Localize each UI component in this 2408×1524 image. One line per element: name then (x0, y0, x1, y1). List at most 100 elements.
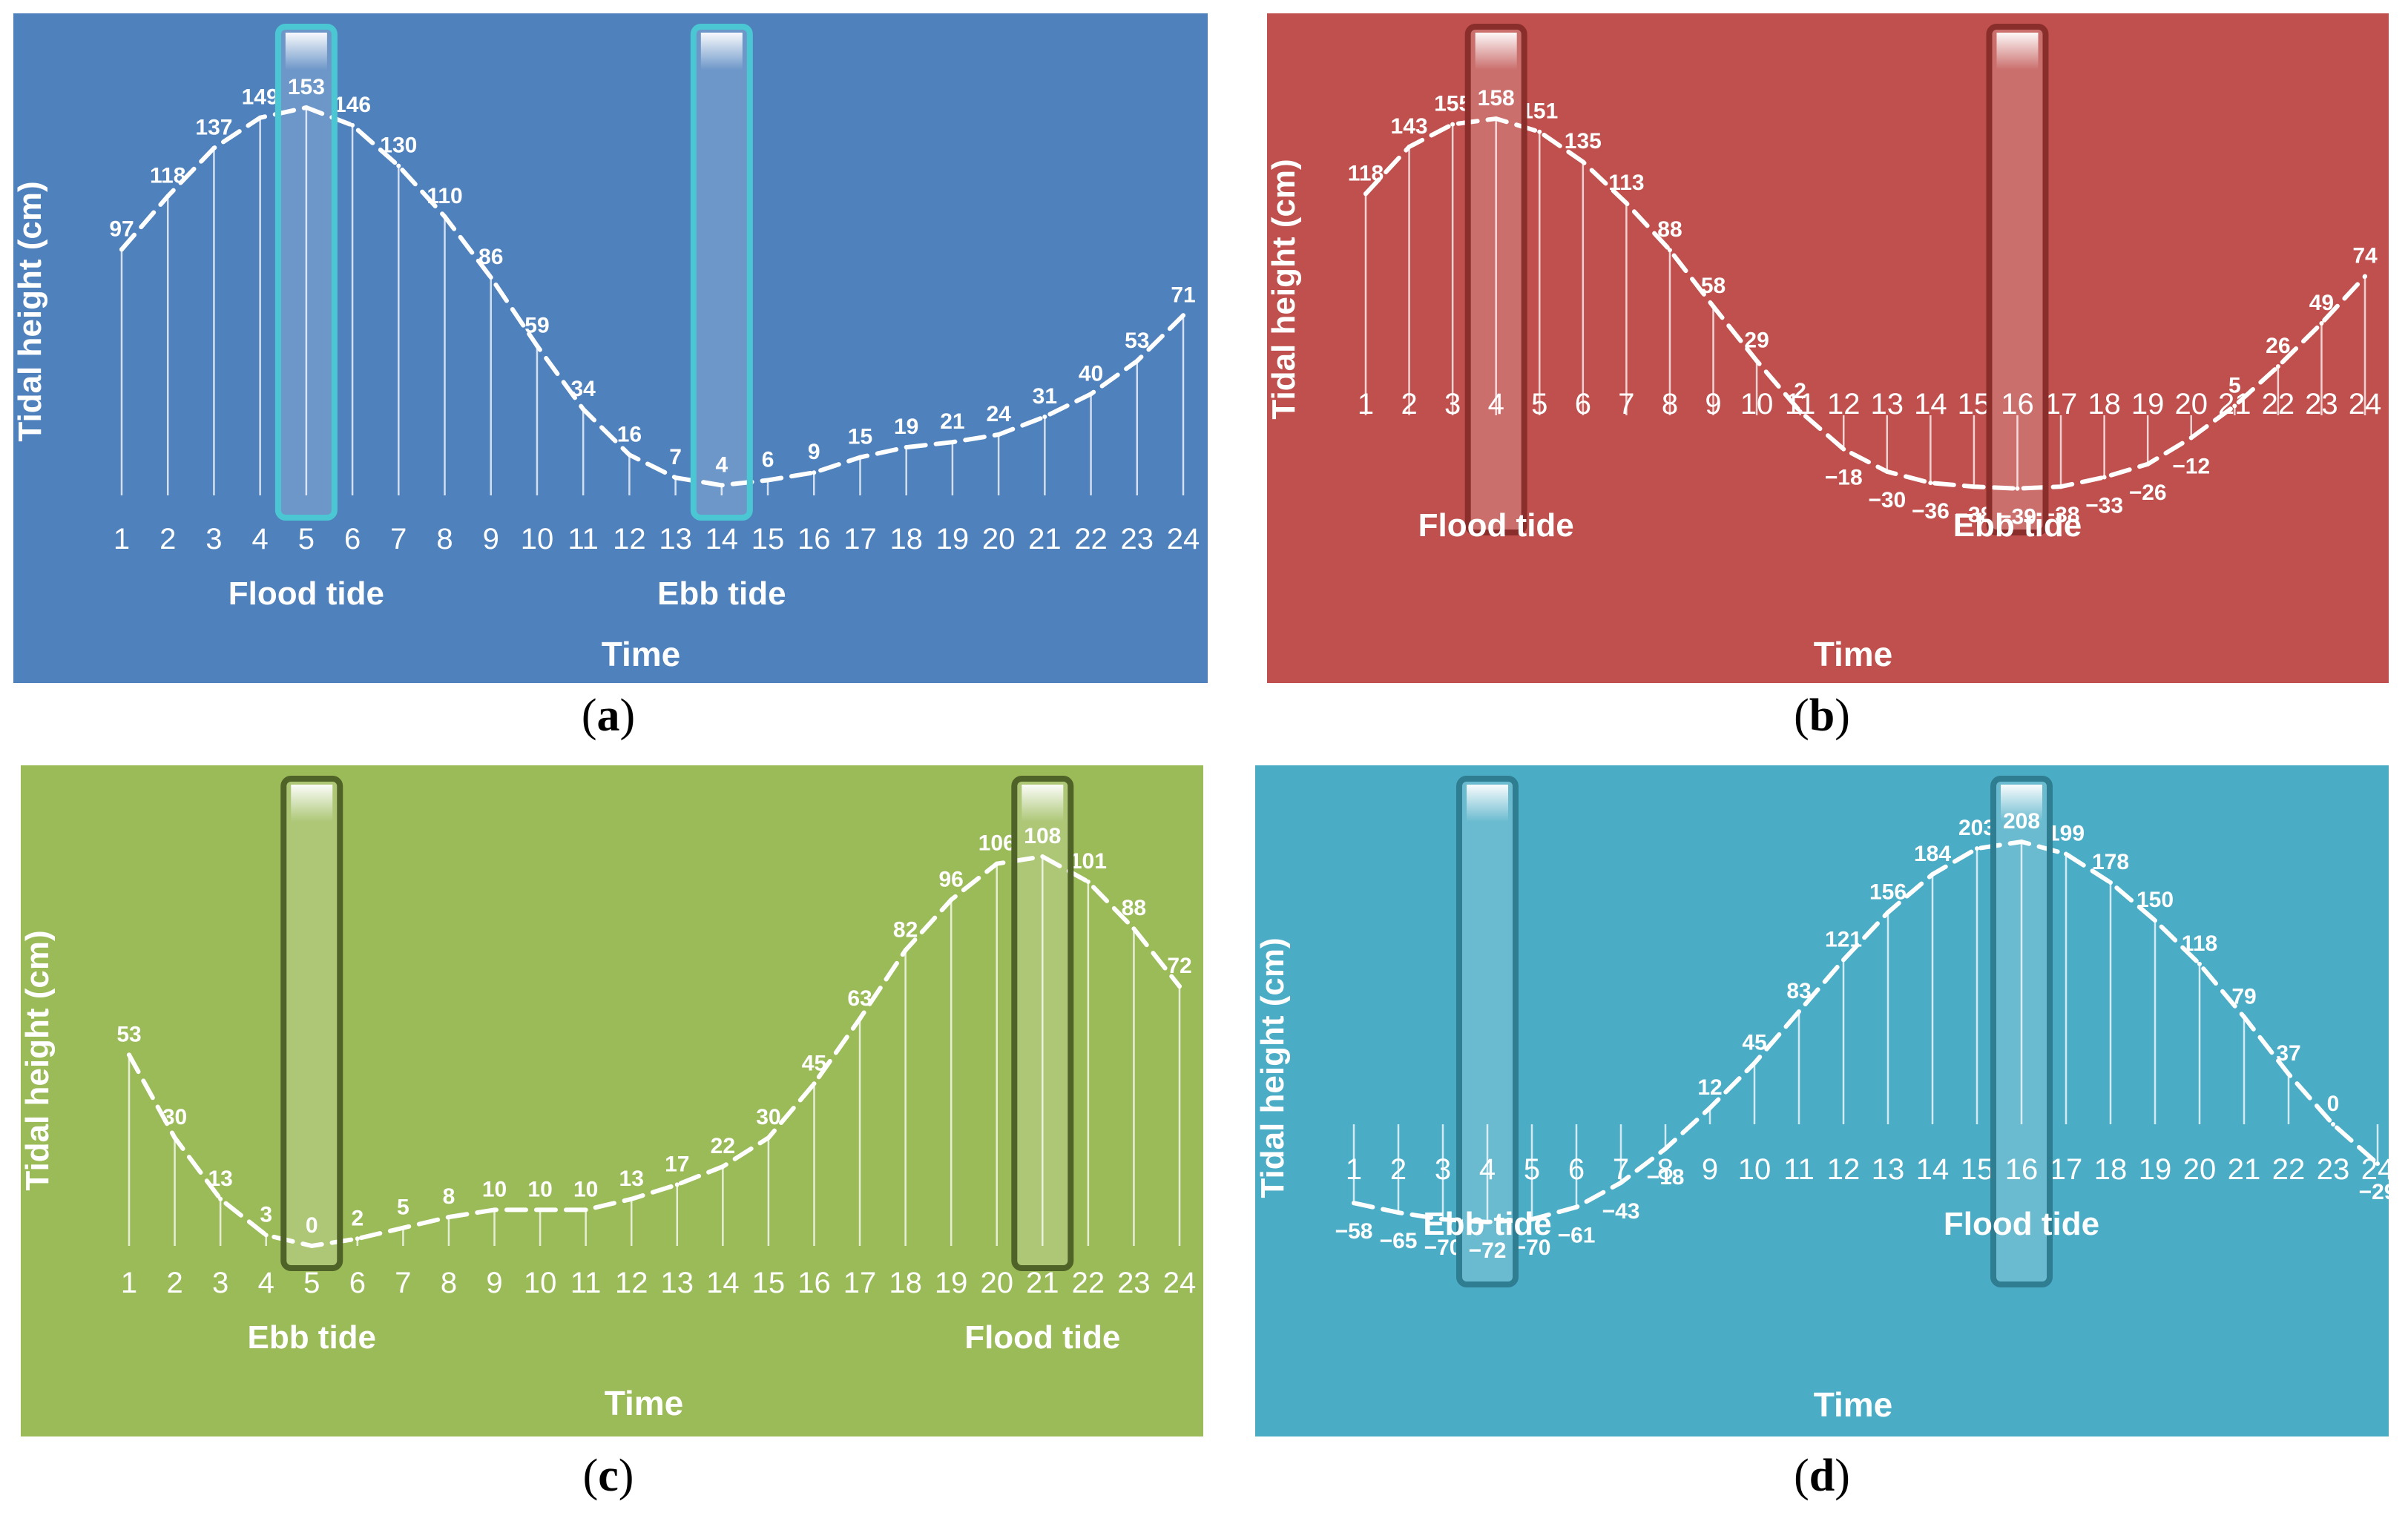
data-label: 72 (1167, 954, 1191, 978)
highlight-bar (280, 776, 343, 1271)
highlight-bar (1464, 24, 1527, 535)
data-point (1708, 1106, 1712, 1111)
x-tick-label: 16 (797, 523, 831, 555)
data-label: 22 (711, 1134, 735, 1158)
x-axis-title: Time (605, 1384, 684, 1422)
data-label: 110 (427, 184, 462, 208)
x-tick-label: 11 (1785, 388, 1816, 420)
data-label: 203 (1958, 816, 1996, 840)
data-label: 15 (848, 425, 872, 449)
data-point (211, 145, 217, 151)
data-label: 150 (2136, 888, 2174, 912)
x-tick-label: 4 (252, 523, 269, 555)
x-tick-label: 3 (1444, 388, 1461, 420)
data-point (1042, 415, 1047, 420)
data-label: 16 (617, 422, 642, 446)
data-point (629, 1196, 634, 1201)
data-point (2019, 839, 2024, 844)
data-point (350, 122, 355, 128)
data-point (1884, 469, 1889, 474)
x-tick-label: 20 (2183, 1153, 2217, 1186)
data-point (534, 343, 539, 349)
data-label: 13 (208, 1167, 232, 1191)
panel-caption: (a) (582, 690, 635, 741)
data-label: 156 (1869, 880, 1907, 904)
x-tick-label: 22 (1072, 1267, 1105, 1299)
data-point (2153, 918, 2157, 923)
x-axis-title: Time (602, 635, 681, 673)
y-axis-title: Tidal height (cm) (12, 181, 48, 441)
panel-d: −58 −65 −70 −72 −70 −61−43−181245831211561842… (1254, 765, 2396, 1436)
x-tick-label: 3 (212, 1267, 228, 1299)
data-point (2059, 484, 2064, 489)
data-point (581, 406, 586, 412)
data-label: 6 (762, 447, 774, 472)
data-label: −58 (1335, 1219, 1373, 1244)
tide-label: Ebb tide (657, 575, 786, 612)
data-label: −12 (2172, 454, 2210, 478)
x-tick-label: 3 (1435, 1153, 1451, 1186)
data-label: 49 (2309, 291, 2334, 315)
data-point (2242, 1015, 2246, 1020)
data-label: 88 (1657, 217, 1682, 242)
data-label: 40 (1079, 361, 1103, 386)
data-point (2145, 461, 2151, 466)
x-tick-label: 24 (2361, 1153, 2395, 1186)
data-point (263, 1233, 269, 1238)
data-point (2015, 486, 2020, 491)
x-tick-label: 15 (1961, 1153, 1994, 1186)
data-label: 9 (808, 440, 820, 464)
data-point (2064, 851, 2068, 857)
data-point (1131, 926, 1136, 931)
x-tick-label: 22 (2272, 1153, 2306, 1186)
data-point (812, 1081, 817, 1086)
x-tick-label: 19 (2139, 1153, 2172, 1186)
data-label: −36 (1912, 499, 1950, 524)
x-tick-label: 17 (2045, 388, 2078, 420)
x-tick-label: 14 (1916, 1153, 1950, 1186)
data-point (257, 115, 263, 120)
x-tick-label: 6 (1575, 388, 1591, 420)
data-point (583, 1207, 588, 1213)
data-label: 130 (380, 133, 417, 158)
data-label: 4 (715, 452, 728, 477)
data-label: 45 (802, 1051, 826, 1075)
highlight-cap (1467, 785, 1508, 822)
data-label: 5 (397, 1195, 409, 1220)
x-tick-label: 24 (1167, 523, 1200, 555)
data-label: 121 (1825, 927, 1862, 951)
highlight-bar (690, 24, 753, 521)
highlight-cap (291, 785, 333, 822)
x-tick-label: 24 (1163, 1267, 1197, 1299)
data-label: 26 (2266, 334, 2290, 358)
x-tick-label: 16 (2005, 1153, 2039, 1186)
x-tick-label: 18 (889, 1267, 922, 1299)
data-point (674, 1182, 680, 1187)
data-point (904, 445, 909, 450)
highlight-cap (2001, 785, 2042, 822)
data-point (1797, 409, 1803, 414)
data-point (1088, 392, 1093, 397)
data-point (1754, 358, 1760, 363)
data-point (1841, 957, 1846, 963)
x-tick-label: 17 (2050, 1153, 2083, 1186)
x-tick-label: 14 (706, 1267, 740, 1299)
x-tick-label: 8 (436, 523, 453, 555)
x-tick-label: 19 (935, 1267, 968, 1299)
x-tick-label: 5 (1531, 388, 1547, 420)
data-point (1841, 446, 1846, 452)
data-label: −70 (1513, 1236, 1551, 1260)
data-point (1530, 1217, 1534, 1222)
x-tick-label: 12 (1827, 388, 1861, 420)
x-tick-label: 22 (1074, 523, 1108, 555)
data-label: 13 (619, 1167, 644, 1191)
data-label: 74 (2352, 244, 2378, 268)
panel-caption: (c) (583, 1451, 634, 1501)
data-point (119, 247, 124, 252)
data-label: 63 (847, 986, 872, 1011)
data-label: 118 (2182, 931, 2217, 956)
data-label: 45 (1742, 1031, 1766, 1055)
data-point (627, 452, 632, 458)
x-tick-label: 8 (1662, 388, 1678, 420)
